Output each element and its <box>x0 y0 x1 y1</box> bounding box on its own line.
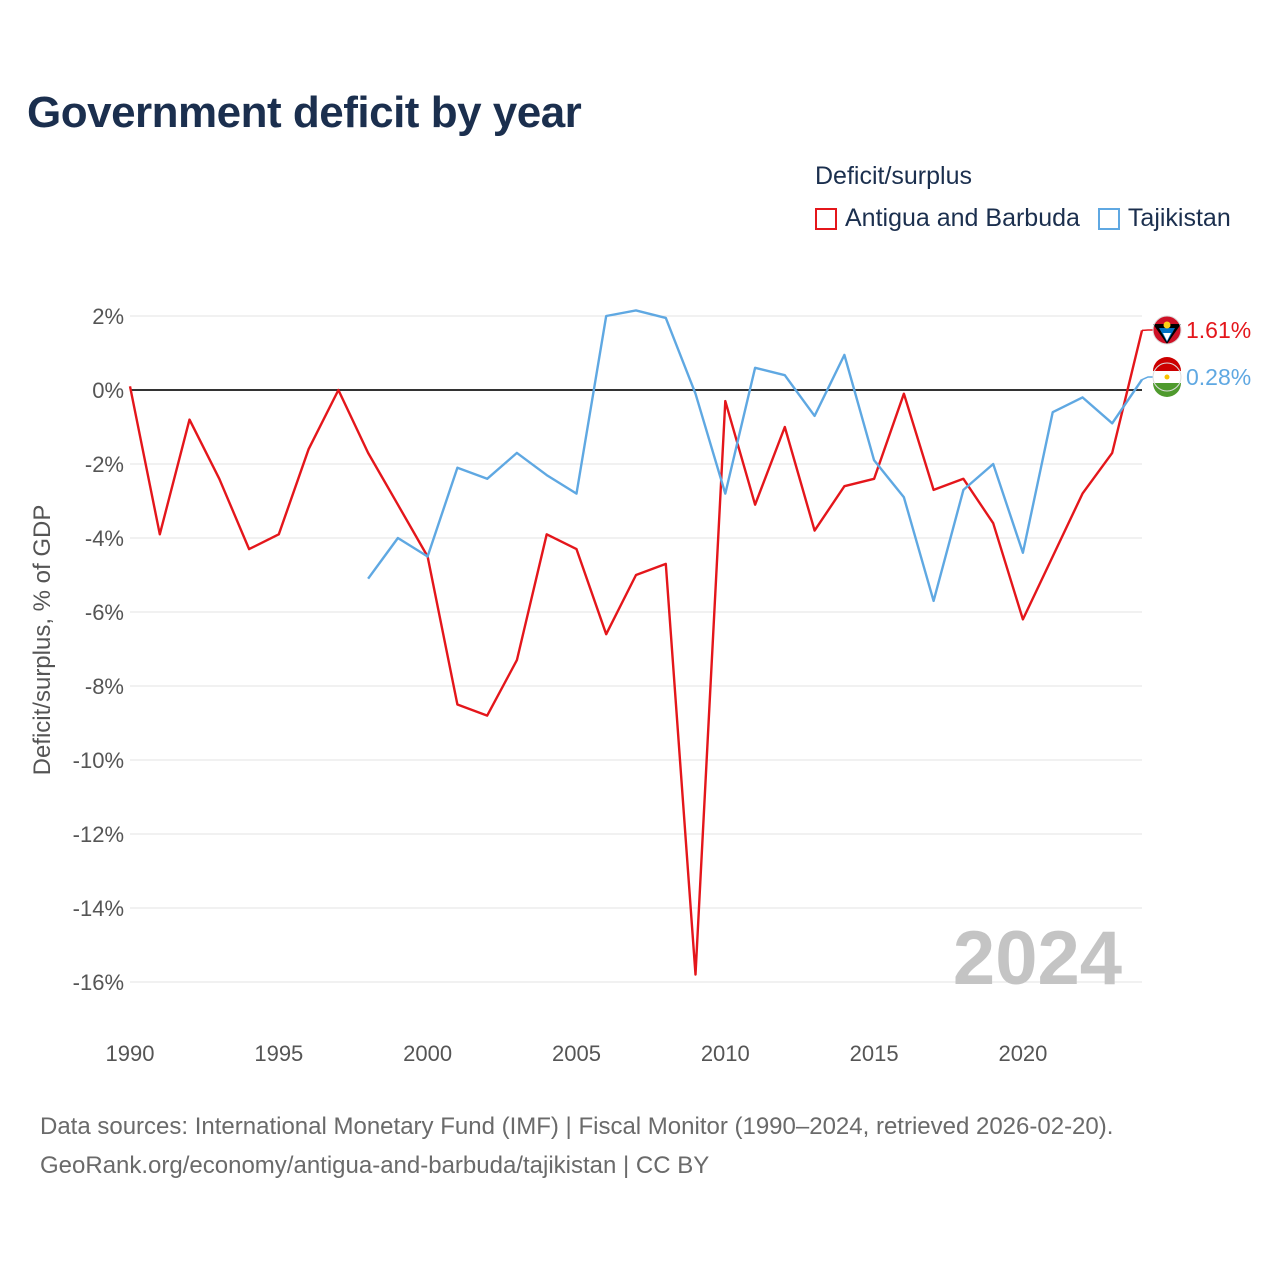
year-annotation: 2024 <box>953 916 1122 1001</box>
end-value-label: 0.28% <box>1186 364 1251 390</box>
y-tick-label: -8% <box>85 674 124 699</box>
legend-title: Deficit/surplus <box>815 162 972 190</box>
x-tick-label: 2020 <box>998 1041 1047 1066</box>
x-tick-label: 1990 <box>106 1041 155 1066</box>
legend-swatch-tajikistan <box>1097 207 1120 230</box>
y-tick-label: -6% <box>85 600 124 625</box>
tajikistan-flag-icon <box>1152 357 1182 397</box>
legend-label-tajikistan: Tajikistan <box>1127 204 1231 232</box>
x-tick-label: 2005 <box>552 1041 601 1066</box>
series-line-antigua[interactable] <box>128 330 1144 976</box>
y-tick-label: -12% <box>73 822 124 847</box>
y-tick-label: -2% <box>85 452 124 477</box>
x-axis-ticks: 1990 1995 2000 2005 2010 2015 2020 <box>106 1041 1048 1066</box>
end-connector <box>1141 376 1154 381</box>
gridlines <box>130 315 1142 983</box>
y-tick-label: 0% <box>92 378 124 403</box>
series-line-tajikistan[interactable] <box>367 309 1143 603</box>
x-tick-label: 2000 <box>403 1041 452 1066</box>
legend-item-antigua[interactable]: Antigua and Barbuda <box>815 204 1080 233</box>
y-axis-label: Deficit/surplus, % of GDP <box>29 505 56 776</box>
end-labels: 1.61% 0.28% <box>1141 315 1251 397</box>
chart-title: Government deficit by year <box>27 88 582 137</box>
end-value-label: 1.61% <box>1186 317 1251 343</box>
legend: Antigua and Barbuda Tajikistan <box>815 204 1249 233</box>
y-axis-ticks: 2% 0% -2% -4% -6% -8% -10% -12% -14% -16% <box>73 304 124 995</box>
y-tick-label: -10% <box>73 748 124 773</box>
legend-label-antigua: Antigua and Barbuda <box>845 204 1080 232</box>
source-line-1: Data sources: International Monetary Fun… <box>40 1113 1114 1140</box>
y-tick-label: -4% <box>85 526 124 551</box>
antigua-flag-icon <box>1152 315 1182 345</box>
x-tick-label: 1995 <box>254 1041 303 1066</box>
legend-swatch-antigua <box>815 207 837 230</box>
source-line-2[interactable]: GeoRank.org/economy/antigua-and-barbuda/… <box>40 1152 710 1179</box>
x-tick-label: 2015 <box>850 1041 899 1066</box>
source-note: Data sources: International Monetary Fun… <box>40 1107 1113 1185</box>
y-tick-label: -16% <box>73 970 124 995</box>
y-tick-label: -14% <box>73 896 124 921</box>
y-tick-label: 2% <box>92 304 124 329</box>
series-lines <box>128 309 1144 976</box>
x-tick-label: 2010 <box>701 1041 750 1066</box>
legend-item-tajikistan[interactable]: Tajikistan <box>1097 204 1231 233</box>
